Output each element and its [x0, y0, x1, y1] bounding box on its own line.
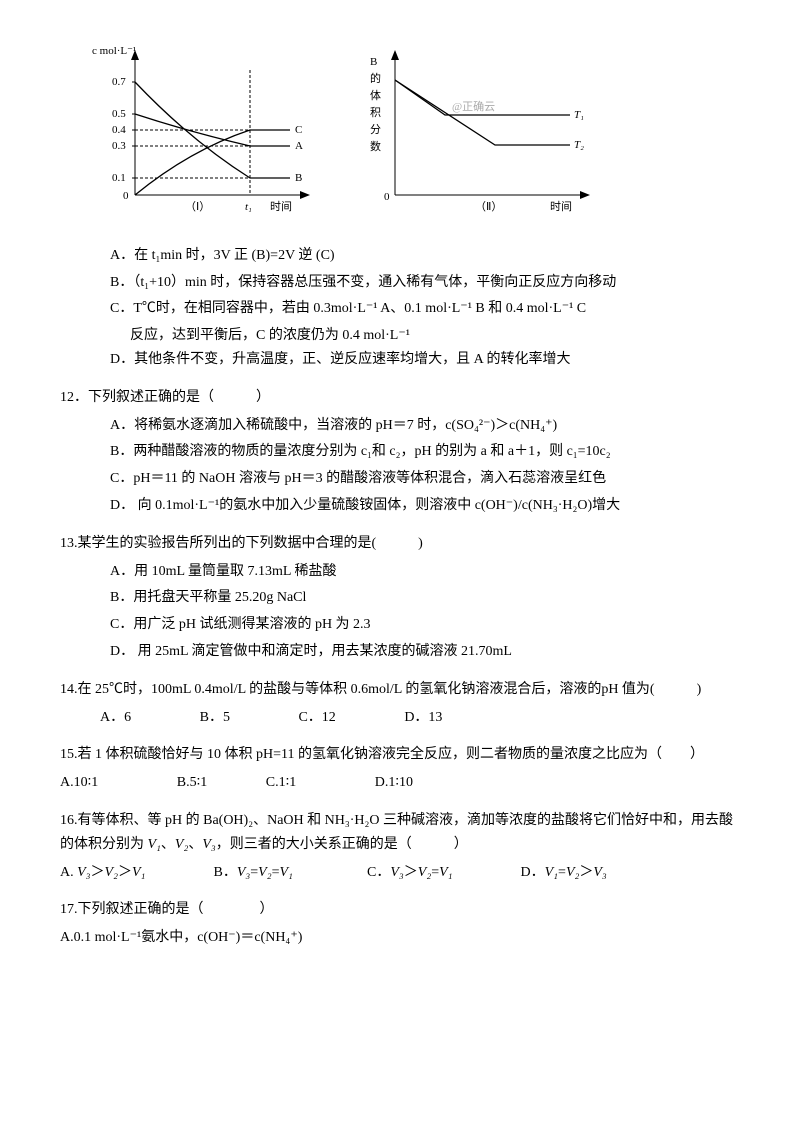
- svg-text:0: 0: [384, 191, 390, 203]
- q13-stem: 13.某学生的实验报告所列出的下列数据中合理的是( ): [60, 532, 740, 556]
- svg-text:B: B: [295, 172, 302, 184]
- q15-options: A.10∶1 B.5∶1 C.1∶1 D.1∶10: [60, 771, 740, 795]
- svg-text:0.5: 0.5: [112, 108, 126, 120]
- svg-text:0.3: 0.3: [112, 140, 126, 152]
- q16-options: A. V₃＞V₂＞V₁ B．V₃=V₂=V₁ C．V₃＞V₂=V₁ D．V₁=V…: [60, 861, 740, 885]
- svg-text:0: 0: [123, 190, 129, 202]
- q14-opt-c: C．12: [298, 706, 335, 730]
- svg-text:t₁: t₁: [245, 201, 252, 213]
- q13-opt-d: D． 用 25mL 滴定管做中和滴定时，用去某浓度的碱溶液 21.70mL: [110, 640, 740, 664]
- svg-text:A: A: [295, 140, 303, 152]
- svg-text:C: C: [295, 124, 302, 136]
- q14-opt-b: B．5: [200, 706, 230, 730]
- svg-text:B: B: [370, 56, 377, 68]
- chart-2-svg: B 的 体 积 分 数 0 T₁ T₂ @正确云 （Ⅱ） 时间: [360, 40, 610, 220]
- q11-opt-c-cont: 反应，达到平衡后，C 的浓度仍为 0.4 mol·L⁻¹: [130, 324, 740, 348]
- svg-text:时间: 时间: [270, 200, 292, 213]
- charts-row: c mol·L⁻¹ 0 0.1 0.3 0.4 0.5 0.7 t₁: [90, 40, 740, 229]
- q16-opt-d: D．V₁=V₂＞V₃: [521, 861, 607, 885]
- q12-opt-d: D． 向 0.1mol·L⁻¹的氨水中加入少量硫酸铵固体，则溶液中 c(OH⁻)…: [110, 494, 740, 518]
- q11-opt-d: D．其他条件不变，升高温度，正、逆反应速率均增大，且 A 的转化率增大: [110, 348, 740, 372]
- q13-opt-b: B．用托盘天平称量 25.20g NaCl: [110, 586, 740, 610]
- q12-opt-c: C．pH＝11 的 NaOH 溶液与 pH＝3 的醋酸溶液等体积混合，滴入石蕊溶…: [110, 467, 740, 491]
- svg-text:（Ⅱ）: （Ⅱ）: [475, 200, 502, 213]
- q15-stem: 15.若 1 体积硫酸恰好与 10 体积 pH=11 的氢氧化钠溶液完全反应，则…: [60, 743, 740, 767]
- q17-opt-a: A.0.1 mol·L⁻¹氨水中，c(OH⁻)＝c(NH₄⁺): [60, 926, 740, 950]
- q17-stem: 17.下列叙述正确的是（ ）: [60, 898, 740, 922]
- q12-stem: 12．下列叙述正确的是（ ）: [60, 386, 740, 410]
- q15-opt-d: D.1∶10: [375, 771, 413, 795]
- q12-opt-b: B．两种醋酸溶液的物质的量浓度分别为 c₁和 c₂，pH 的别为 a 和 a＋1…: [110, 440, 740, 464]
- svg-text:时间: 时间: [550, 200, 572, 213]
- chart-2: B 的 体 积 分 数 0 T₁ T₂ @正确云 （Ⅱ） 时间: [360, 40, 610, 229]
- q16-opt-b: B．V₃=V₂=V₁: [214, 861, 364, 885]
- svg-text:T₂: T₂: [574, 139, 584, 151]
- q11-opt-c: C．T℃时，在相同容器中，若由 0.3mol·L⁻¹ A、0.1 mol·L⁻¹…: [110, 297, 740, 321]
- svg-text:数: 数: [370, 140, 381, 153]
- q15-opt-a: A.10∶1: [60, 771, 98, 795]
- q11-opt-a: A．在 t₁min 时，3V 正 (B)=2V 逆 (C): [110, 244, 740, 268]
- q14-opt-a: A．6: [100, 706, 131, 730]
- svg-text:0.4: 0.4: [112, 124, 126, 136]
- svg-text:体: 体: [370, 88, 381, 102]
- svg-text:0.7: 0.7: [112, 76, 126, 88]
- chart-1: c mol·L⁻¹ 0 0.1 0.3 0.4 0.5 0.7 t₁: [90, 40, 330, 229]
- svg-text:T₁: T₁: [574, 109, 584, 121]
- q14-opt-d: D．13: [404, 706, 442, 730]
- q16-stem: 16.有等体积、等 pH 的 Ba(OH)₂、NaOH 和 NH₃·H₂O 三种…: [60, 809, 740, 857]
- svg-text:（Ⅰ）: （Ⅰ）: [185, 200, 210, 213]
- q15-opt-b: B.5∶1: [177, 771, 207, 795]
- svg-text:的: 的: [370, 71, 381, 85]
- svg-text:0.1: 0.1: [112, 172, 126, 184]
- q13-opt-c: C．用广泛 pH 试纸测得某溶液的 pH 为 2.3: [110, 613, 740, 637]
- svg-text:积: 积: [370, 106, 381, 119]
- q14-stem: 14.在 25℃时，100mL 0.4mol/L 的盐酸与等体积 0.6mol/…: [60, 678, 740, 702]
- q16-opt-c: C．V₃＞V₂=V₁: [367, 861, 517, 885]
- q15-opt-c: C.1∶1: [266, 771, 296, 795]
- q16-opt-a: A. V₃＞V₂＞V₁: [60, 861, 210, 885]
- chart-1-svg: c mol·L⁻¹ 0 0.1 0.3 0.4 0.5 0.7 t₁: [90, 40, 330, 220]
- svg-text:分: 分: [370, 123, 381, 136]
- svg-text:@正确云: @正确云: [452, 100, 495, 113]
- q11-opt-b: B．（t₁+10）min 时，保持容器总压强不变，通入稀有气体，平衡向正反应方向…: [110, 271, 740, 295]
- q12-opt-a: A．将稀氨水逐滴加入稀硫酸中，当溶液的 pH＝7 时，c(SO₄²⁻)＞c(NH…: [110, 414, 740, 438]
- q14-options: A．6 B．5 C．12 D．13: [100, 706, 740, 730]
- chart1-ylabel: c mol·L⁻¹: [92, 45, 136, 57]
- q13-opt-a: A．用 10mL 量筒量取 7.13mL 稀盐酸: [110, 560, 740, 584]
